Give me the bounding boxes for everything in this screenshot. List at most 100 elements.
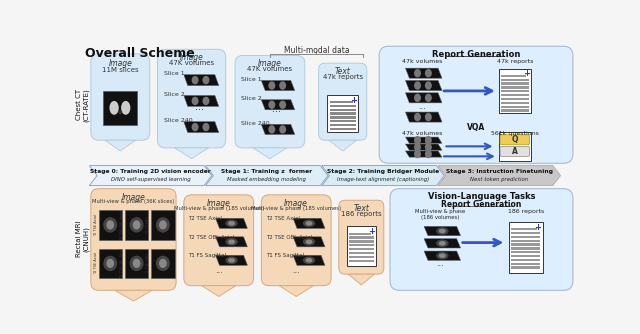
Bar [327, 95, 358, 132]
Ellipse shape [303, 238, 316, 246]
Ellipse shape [191, 97, 198, 105]
Bar [501, 98, 529, 100]
Text: ...: ... [215, 267, 223, 276]
Ellipse shape [425, 136, 432, 144]
Text: Next token prediction: Next token prediction [470, 177, 529, 182]
Text: Stage 3: Instruction Finetuning: Stage 3: Instruction Finetuning [446, 169, 553, 174]
Text: T2 TSE SAG: T2 TSE SAG [147, 253, 150, 274]
Ellipse shape [303, 219, 316, 227]
Bar [499, 132, 531, 161]
Bar [349, 252, 374, 254]
Text: 47K volumes: 47K volumes [169, 60, 214, 66]
Text: T2 TSE Axial: T2 TSE Axial [94, 253, 98, 274]
Bar [501, 109, 529, 112]
Bar [349, 260, 374, 262]
Text: Slice 1: Slice 1 [241, 77, 262, 82]
Bar [501, 86, 529, 89]
Ellipse shape [225, 257, 237, 264]
Text: Multi-view & phase (185 volumes): Multi-view & phase (185 volumes) [251, 206, 341, 211]
Ellipse shape [268, 101, 275, 109]
FancyBboxPatch shape [235, 55, 305, 148]
Text: +: + [350, 96, 357, 105]
Bar [103, 91, 138, 125]
Polygon shape [322, 166, 444, 186]
Text: T1 FS Sagittal: T1 FS Sagittal [189, 253, 227, 258]
Polygon shape [406, 80, 442, 91]
Text: T2 TSE Axial: T2 TSE Axial [266, 216, 300, 221]
Bar [99, 249, 122, 278]
Text: Overall Scheme: Overall Scheme [84, 47, 195, 60]
Bar [511, 255, 540, 257]
Bar [499, 68, 531, 113]
Polygon shape [293, 237, 325, 247]
Ellipse shape [225, 219, 237, 227]
Text: +: + [523, 69, 530, 78]
Text: T1 FS SAG: T1 FS SAG [147, 216, 150, 234]
Text: 186 reports: 186 reports [508, 209, 544, 214]
Text: Text: Text [353, 204, 369, 213]
Bar [511, 243, 540, 246]
FancyBboxPatch shape [379, 46, 573, 163]
FancyBboxPatch shape [91, 54, 150, 140]
Polygon shape [424, 226, 461, 236]
Bar [330, 124, 356, 126]
Polygon shape [293, 255, 325, 265]
Bar [330, 113, 356, 115]
Bar [509, 222, 543, 273]
Polygon shape [348, 274, 374, 285]
Bar [501, 106, 529, 108]
Bar [330, 101, 353, 103]
Ellipse shape [279, 125, 286, 134]
Ellipse shape [225, 238, 237, 246]
Ellipse shape [191, 123, 198, 131]
Bar [511, 263, 540, 265]
Text: Multi-view & phase (36K slices): Multi-view & phase (36K slices) [92, 199, 175, 204]
Bar [99, 210, 122, 239]
Ellipse shape [103, 217, 117, 232]
Ellipse shape [103, 256, 117, 271]
Ellipse shape [129, 217, 143, 232]
Polygon shape [406, 68, 442, 78]
Text: Stage 2: Training Bridger Module: Stage 2: Training Bridger Module [327, 169, 439, 174]
Ellipse shape [159, 259, 167, 268]
Bar [501, 90, 529, 93]
Ellipse shape [202, 123, 209, 131]
Polygon shape [184, 75, 219, 86]
Ellipse shape [425, 113, 432, 121]
Text: 47k reports: 47k reports [497, 58, 533, 63]
Ellipse shape [228, 221, 235, 226]
Bar [330, 109, 356, 111]
Ellipse shape [156, 217, 170, 232]
Ellipse shape [106, 259, 114, 268]
Text: 47k volumes: 47k volumes [401, 58, 442, 63]
Text: ...: ... [292, 267, 300, 276]
Ellipse shape [228, 258, 235, 263]
Polygon shape [184, 96, 219, 106]
Text: Multi-view & phase (185 volumes): Multi-view & phase (185 volumes) [173, 206, 264, 211]
Ellipse shape [414, 94, 421, 102]
Text: DINO self-supervised learning: DINO self-supervised learning [111, 177, 190, 182]
Ellipse shape [425, 69, 432, 77]
Ellipse shape [268, 125, 275, 134]
Polygon shape [216, 237, 248, 247]
Ellipse shape [279, 81, 286, 90]
Text: T2 TSE OBL Axial: T2 TSE OBL Axial [266, 235, 312, 240]
Ellipse shape [414, 81, 421, 90]
Bar [151, 249, 175, 278]
Text: Rectal MRI
(CNUH): Rectal MRI (CNUH) [76, 220, 90, 257]
Bar [349, 232, 371, 235]
Text: T2 TSE OBL Axial: T2 TSE OBL Axial [189, 235, 235, 240]
Bar [501, 94, 529, 96]
Ellipse shape [159, 220, 167, 229]
Ellipse shape [228, 239, 235, 244]
Bar [330, 116, 356, 119]
Polygon shape [406, 151, 442, 157]
Ellipse shape [268, 81, 275, 90]
Bar [125, 249, 148, 278]
Text: 561k questions: 561k questions [491, 131, 539, 136]
Text: Report Generation: Report Generation [441, 200, 522, 209]
Text: Q: Q [511, 135, 518, 144]
Bar [330, 105, 356, 107]
Text: Slice 2: Slice 2 [241, 96, 262, 101]
Ellipse shape [425, 143, 432, 151]
